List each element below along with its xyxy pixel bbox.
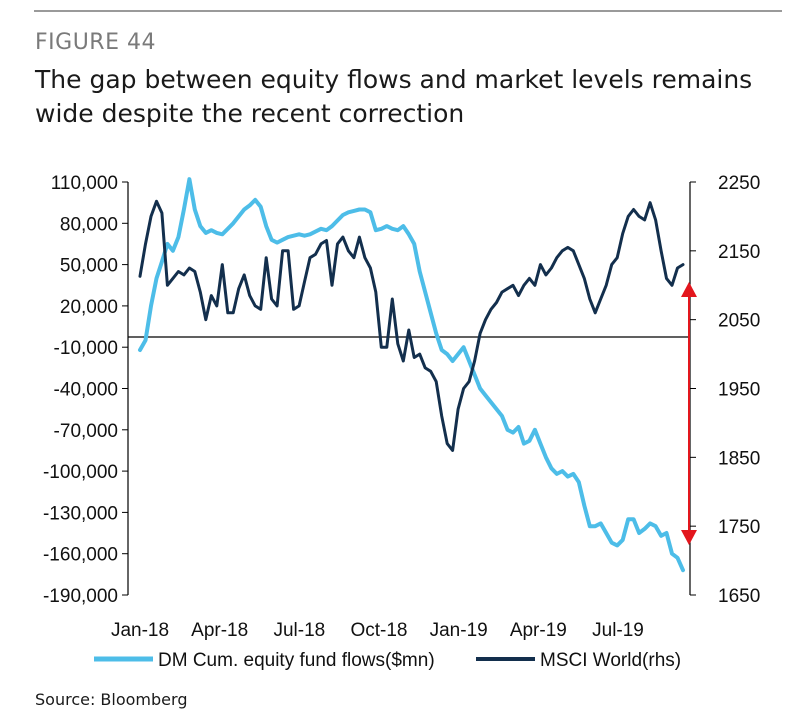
- x-tick-label: Apr-18: [191, 620, 248, 641]
- x-tick-label: Apr-19: [510, 620, 567, 641]
- x-axis-ticks: Jan-18 Apr-18 Jul-18 Oct-18 Jan-19 Apr-19 Jul-…: [111, 620, 644, 641]
- x-tick-label: Oct-18: [350, 620, 407, 641]
- left-tick-label: 50,000: [60, 256, 118, 277]
- right-tick-label: 2250: [718, 173, 760, 194]
- left-tick-label: -190,000: [43, 586, 118, 607]
- left-tick-label: -70,000: [54, 421, 118, 442]
- left-tick-label: -40,000: [54, 380, 118, 401]
- flows-line: [138, 177, 685, 573]
- legend-flows-label: DM Cum. equity fund flows($mn): [158, 650, 435, 671]
- chart-series: [138, 177, 685, 573]
- right-tick-label: 2050: [718, 311, 760, 332]
- left-tick-label: 80,000: [60, 214, 118, 235]
- source-note: Source: Bloomberg: [35, 690, 188, 709]
- gap-arrow-head-up: [681, 282, 697, 297]
- x-tick-label: Jan-19: [430, 620, 488, 641]
- figure-title: The gap between equity flows and market …: [35, 65, 753, 128]
- right-axis-ticks: 2250 2150 2050 1950 1850 1750 1650: [690, 173, 760, 607]
- left-tick-label: 110,000: [51, 173, 118, 194]
- x-tick-label: Jul-18: [273, 620, 325, 641]
- left-tick-label: -130,000: [43, 503, 118, 524]
- left-tick-label: -100,000: [43, 462, 118, 483]
- gap-arrow-head-down: [681, 530, 697, 545]
- right-tick-label: 1850: [718, 448, 760, 469]
- left-tick-label: 20,000: [60, 297, 118, 318]
- left-axis-ticks: 110,000 80,000 50,000 20,000 -10,000 -40,000 -…: [43, 173, 128, 607]
- chart: 110,000 80,000 50,000 20,000 -10,000 -40,000 -…: [43, 173, 760, 671]
- right-tick-label: 1750: [718, 517, 760, 538]
- x-tick-label: Jan-18: [111, 620, 169, 641]
- left-tick-label: -10,000: [54, 338, 118, 359]
- top-rule: [34, 10, 782, 12]
- x-tick-label: Jul-19: [592, 620, 644, 641]
- chart-legend: DM Cum. equity fund flows($mn) MSCI World…: [94, 650, 681, 671]
- msci-world-line: [138, 199, 685, 452]
- right-tick-label: 1950: [718, 380, 760, 401]
- chart-annotations: [681, 282, 697, 545]
- legend-msci-label: MSCI World(rhs): [540, 650, 681, 671]
- right-tick-label: 1650: [718, 586, 760, 607]
- figure-label: FIGURE 44: [35, 30, 156, 55]
- right-tick-label: 2150: [718, 242, 760, 263]
- left-tick-label: -160,000: [43, 545, 118, 566]
